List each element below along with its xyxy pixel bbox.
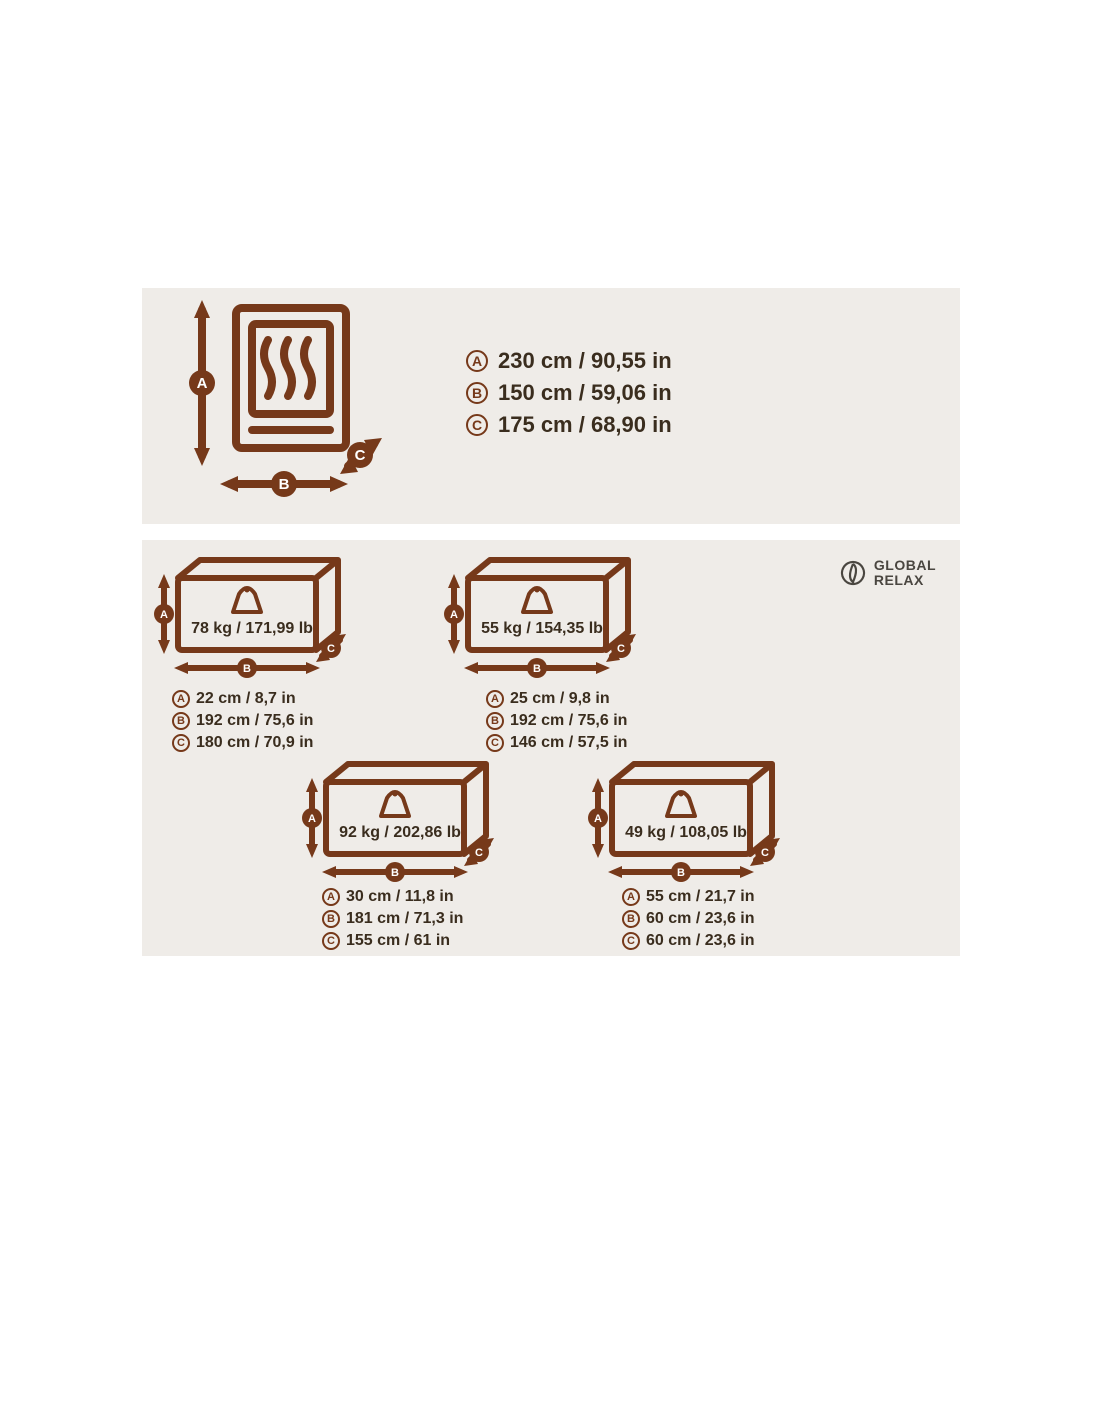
box2-dim-b-text: 192 cm / 75,6 in bbox=[510, 712, 627, 730]
brand-mark: GLOBAL RELAX bbox=[840, 558, 937, 587]
box2-dim-c: C 146 cm / 57,5 in bbox=[486, 734, 627, 752]
box1-dim-a-text: 22 cm / 8,7 in bbox=[196, 690, 296, 708]
box4-weight: 49 kg / 108,05 lb bbox=[614, 824, 758, 842]
bullet-b-icon: B bbox=[622, 910, 640, 928]
box2-dim-a-text: 25 cm / 9,8 in bbox=[510, 690, 610, 708]
box3-dim-b: B 181 cm / 71,3 in bbox=[322, 910, 463, 928]
bullet-a-icon: A bbox=[486, 690, 504, 708]
box3-dim-c-text: 155 cm / 61 in bbox=[346, 932, 450, 950]
bullet-a-icon: A bbox=[466, 350, 488, 372]
box1-dim-c: C 180 cm / 70,9 in bbox=[172, 734, 313, 752]
product-dim-b: B 150 cm / 59,06 in bbox=[466, 380, 672, 406]
box2-dim-c-text: 146 cm / 57,5 in bbox=[510, 734, 627, 752]
product-dim-b-text: 150 cm / 59,06 in bbox=[498, 380, 672, 406]
box1-dim-b: B 192 cm / 75,6 in bbox=[172, 712, 313, 730]
svg-text:A: A bbox=[450, 609, 458, 621]
box4-dim-b-text: 60 cm / 23,6 in bbox=[646, 910, 755, 928]
svg-text:A: A bbox=[160, 609, 168, 621]
box4-dim-c-text: 60 cm / 23,6 in bbox=[646, 932, 755, 950]
product-dim-c-text: 175 cm / 68,90 in bbox=[498, 412, 672, 438]
box2-dim-b: B 192 cm / 75,6 in bbox=[486, 712, 627, 730]
bullet-a-icon: A bbox=[622, 888, 640, 906]
box4-dim-c: C 60 cm / 23,6 in bbox=[622, 932, 755, 950]
svg-text:B: B bbox=[279, 476, 290, 493]
box3-dim-a-text: 30 cm / 11,8 in bbox=[346, 888, 454, 906]
box4-dim-b: B 60 cm / 23,6 in bbox=[622, 910, 755, 928]
product-dim-a-text: 230 cm / 90,55 in bbox=[498, 348, 672, 374]
product-dim-list: A 230 cm / 90,55 in B 150 cm / 59,06 in … bbox=[466, 348, 672, 444]
box1-dim-b-text: 192 cm / 75,6 in bbox=[196, 712, 313, 730]
box2-dim-list: A 25 cm / 9,8 in B 192 cm / 75,6 in C 146 c… bbox=[486, 690, 627, 756]
bullet-b-icon: B bbox=[322, 910, 340, 928]
brand-logo-icon bbox=[840, 560, 866, 586]
box3-dim-list: A 30 cm / 11,8 in B 181 cm / 71,3 in C 155 … bbox=[322, 888, 463, 954]
bullet-b-icon: B bbox=[486, 712, 504, 730]
bullet-a-icon: A bbox=[322, 888, 340, 906]
bullet-b-icon: B bbox=[172, 712, 190, 730]
box3-dim-a: A 30 cm / 11,8 in bbox=[322, 888, 463, 906]
svg-text:B: B bbox=[391, 867, 399, 879]
box2-weight: 55 kg / 154,35 lb bbox=[472, 620, 612, 638]
box4-dim-list: A 55 cm / 21,7 in B 60 cm / 23,6 in C 60 cm… bbox=[622, 888, 755, 954]
svg-text:C: C bbox=[327, 643, 335, 655]
bullet-a-icon: A bbox=[172, 690, 190, 708]
box1-dim-a: A 22 cm / 8,7 in bbox=[172, 690, 313, 708]
brand-line2: RELAX bbox=[874, 572, 924, 588]
product-dimensions-panel: A B C A 230 cm / 90,55 in B 150 cm / 59,… bbox=[142, 288, 960, 524]
box4-dim-a-text: 55 cm / 21,7 in bbox=[646, 888, 755, 906]
packaging-panel: GLOBAL RELAX A B C bbox=[142, 540, 960, 956]
svg-text:B: B bbox=[533, 663, 541, 675]
bullet-c-icon: C bbox=[466, 414, 488, 436]
svg-text:A: A bbox=[197, 375, 208, 392]
svg-text:A: A bbox=[308, 813, 316, 825]
svg-text:C: C bbox=[355, 447, 366, 464]
bullet-b-icon: B bbox=[466, 382, 488, 404]
bullet-c-icon: C bbox=[172, 734, 190, 752]
box4-dim-a: A 55 cm / 21,7 in bbox=[622, 888, 755, 906]
product-dim-c: C 175 cm / 68,90 in bbox=[466, 412, 672, 438]
box2-dim-a: A 25 cm / 9,8 in bbox=[486, 690, 627, 708]
svg-text:C: C bbox=[761, 847, 769, 859]
brand-line1: GLOBAL bbox=[874, 557, 936, 573]
svg-text:C: C bbox=[617, 643, 625, 655]
svg-text:C: C bbox=[475, 847, 483, 859]
bullet-c-icon: C bbox=[322, 932, 340, 950]
box3-weight: 92 kg / 202,86 lb bbox=[328, 824, 472, 842]
svg-text:B: B bbox=[243, 663, 251, 675]
svg-text:B: B bbox=[677, 867, 685, 879]
box1-dim-c-text: 180 cm / 70,9 in bbox=[196, 734, 313, 752]
box3-dim-b-text: 181 cm / 71,3 in bbox=[346, 910, 463, 928]
box1-dim-list: A 22 cm / 8,7 in B 192 cm / 75,6 in C 180 c… bbox=[172, 690, 313, 756]
product-dim-a: A 230 cm / 90,55 in bbox=[466, 348, 672, 374]
box3-dim-c: C 155 cm / 61 in bbox=[322, 932, 463, 950]
svg-text:A: A bbox=[594, 813, 602, 825]
bullet-c-icon: C bbox=[622, 932, 640, 950]
bullet-c-icon: C bbox=[486, 734, 504, 752]
box1-weight: 78 kg / 171,99 lb bbox=[182, 620, 322, 638]
